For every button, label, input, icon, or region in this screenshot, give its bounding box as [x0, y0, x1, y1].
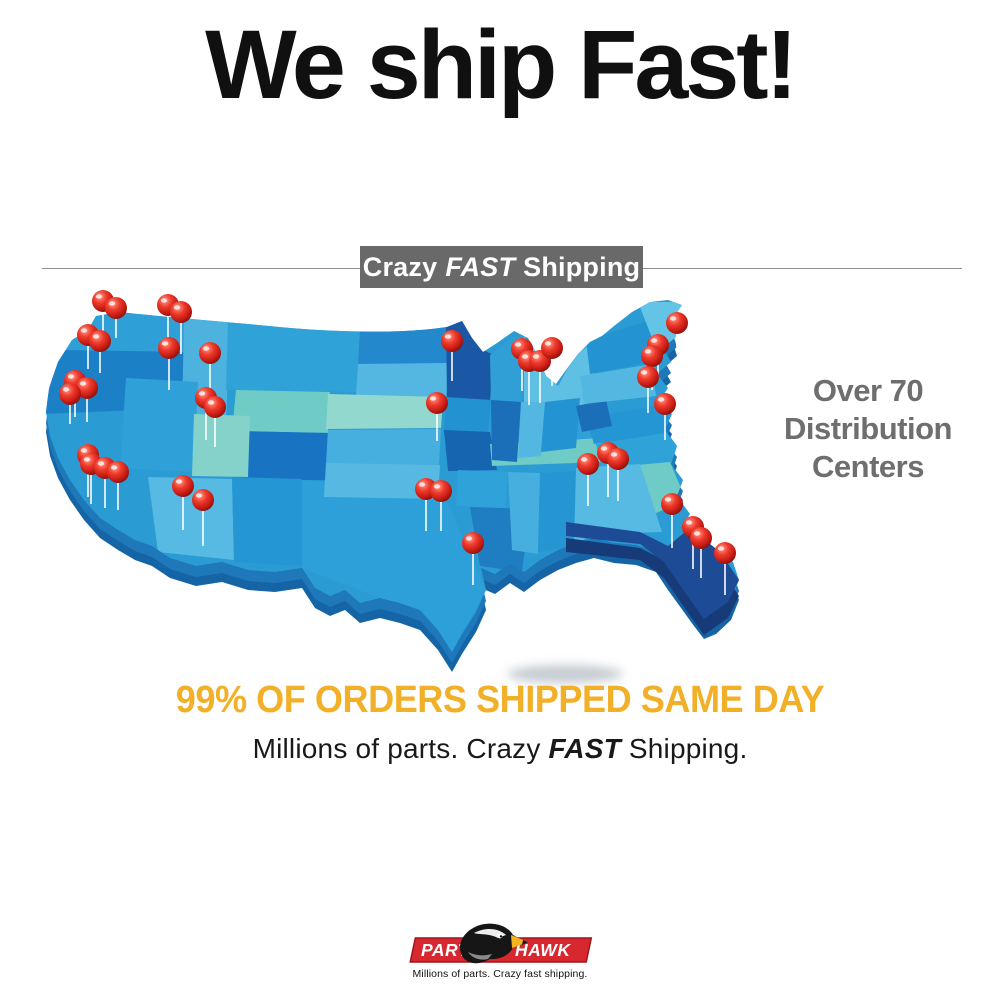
caption-line-2: Distribution: [784, 411, 952, 446]
map-pin: [641, 345, 663, 390]
distribution-centers-caption: Over 70 Distribution Centers: [768, 372, 968, 486]
map-pins-layer: [59, 290, 736, 595]
badge-text-after: Shipping: [523, 251, 641, 282]
pin-head: [441, 330, 463, 352]
map-pin: [637, 366, 659, 413]
pin-head: [637, 366, 659, 388]
subline-fast: FAST: [548, 733, 621, 764]
map-pin: [577, 453, 599, 506]
map-pin: [426, 392, 448, 441]
map-pin: [654, 393, 676, 440]
map-pin: [690, 527, 712, 578]
same-day-headline: 99% OF ORDERS SHIPPED SAME DAY: [175, 679, 825, 721]
map-pin: [661, 493, 683, 548]
pin-head: [462, 532, 484, 554]
pin-head: [426, 392, 448, 414]
page-title: We ship Fast!: [205, 10, 798, 119]
pin-head: [430, 480, 452, 502]
pin-head: [690, 527, 712, 549]
pin-head: [199, 342, 221, 364]
pin-head: [105, 297, 127, 319]
map-pin: [158, 337, 180, 390]
map-pin: [462, 532, 484, 585]
partshawk-logo: PARTS HAWK Millions of parts. Crazy fast…: [0, 916, 1000, 980]
map-pin: [105, 297, 127, 338]
map-pin: [170, 301, 192, 354]
pin-head: [107, 461, 129, 483]
pin-head: [577, 453, 599, 475]
map-pin: [107, 461, 129, 510]
pin-head: [654, 393, 676, 415]
pin-head: [666, 312, 688, 334]
map-pin: [204, 396, 226, 447]
pin-head: [59, 383, 81, 405]
map-pin: [607, 448, 629, 501]
badge-text-before: Crazy: [362, 251, 438, 282]
map-pin: [541, 337, 563, 386]
hawk-head-icon: [460, 923, 528, 964]
subline: Millions of parts. Crazy FAST Shipping.: [0, 733, 1000, 765]
partshawk-logo-graphic: PARTS HAWK: [409, 923, 593, 964]
caption-line-3: Centers: [812, 449, 924, 484]
pin-head: [172, 475, 194, 497]
pin-head: [89, 330, 111, 352]
map-pin: [89, 330, 111, 373]
map-pin: [172, 475, 194, 530]
pin-head: [204, 396, 226, 418]
map-pin: [441, 330, 463, 381]
map-states: [46, 300, 739, 652]
map-pin: [666, 312, 688, 353]
pin-head: [714, 542, 736, 564]
map-pin: [192, 489, 214, 546]
pin-head: [158, 337, 180, 359]
pin-head: [641, 345, 663, 367]
pin-head: [192, 489, 214, 511]
map-pin: [59, 383, 81, 424]
map-pin: [430, 480, 452, 531]
pin-head: [170, 301, 192, 323]
caption-line-1: Over 70: [812, 373, 924, 408]
logo-hawk-label: HAWK: [515, 940, 571, 960]
pin-head: [607, 448, 629, 470]
map-shadow: [507, 665, 623, 683]
subline-before: Millions of parts. Crazy: [252, 733, 549, 764]
pin-head: [661, 493, 683, 515]
badge-text-fast: FAST: [445, 251, 516, 282]
map-pin: [76, 377, 98, 422]
map-pin: [714, 542, 736, 595]
crazy-fast-shipping-badge: Crazy FAST Shipping: [360, 246, 643, 288]
pin-head: [541, 337, 563, 359]
hawk-beak: [511, 935, 528, 948]
logo-tagline: Millions of parts. Crazy fast shipping.: [412, 968, 588, 980]
subline-after: Shipping.: [620, 733, 748, 764]
